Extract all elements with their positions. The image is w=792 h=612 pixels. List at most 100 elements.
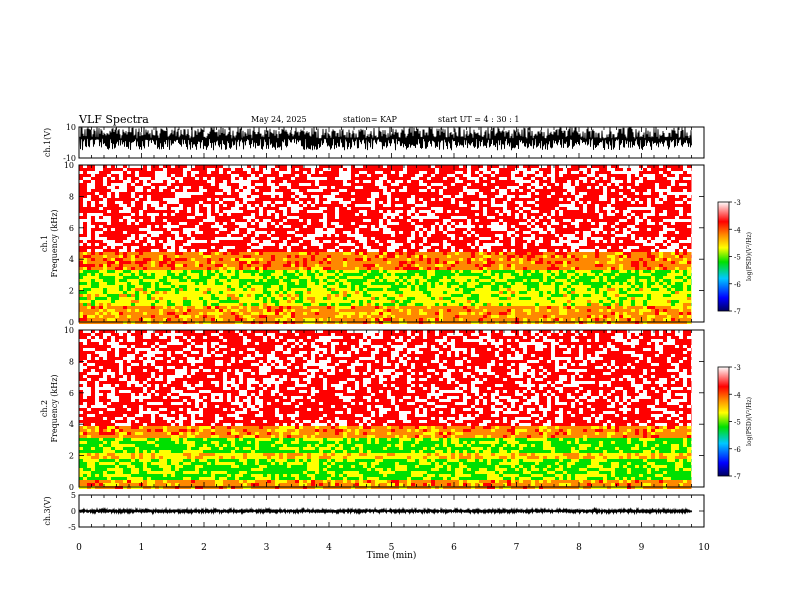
spectrogram-cell xyxy=(471,237,475,240)
spectrogram-cell xyxy=(271,177,275,180)
spectrogram-cell xyxy=(423,246,427,249)
spectrogram-cell xyxy=(247,180,251,183)
spectrogram-cell xyxy=(603,249,607,252)
spectrogram-cell xyxy=(595,177,599,180)
spectrogram-cell xyxy=(407,195,411,198)
spectrogram-cell xyxy=(223,168,227,171)
spectrogram-cell xyxy=(99,246,103,249)
spectrogram-cell xyxy=(447,204,451,207)
spectrogram-cell xyxy=(599,204,603,207)
spectrogram-cell xyxy=(183,219,187,222)
spectrogram-cell xyxy=(563,192,567,195)
spectrogram-cell xyxy=(111,249,115,252)
spectrogram-cell xyxy=(415,243,419,246)
spectrogram-cell xyxy=(131,222,135,225)
spectrogram-cell xyxy=(499,210,503,213)
spectrogram-cell xyxy=(87,171,91,174)
spectrogram-cell xyxy=(315,195,319,198)
spectrogram-cell xyxy=(159,210,163,213)
spectrogram-cell xyxy=(79,174,83,177)
spectrogram-cell xyxy=(203,234,207,237)
spectrogram-cell xyxy=(255,183,259,186)
spectrogram-cell xyxy=(239,201,243,204)
spectrogram-cell xyxy=(275,219,279,222)
spectrogram-cell xyxy=(659,243,663,246)
spectrogram-cell xyxy=(435,210,439,213)
spectrogram-cell xyxy=(107,189,111,192)
spectrogram-cell xyxy=(159,216,163,219)
spectrogram-cell xyxy=(291,231,295,234)
spectrogram-cell xyxy=(691,222,692,225)
spectrogram-cell xyxy=(679,210,683,213)
spectrogram-cell xyxy=(271,213,275,216)
spectrogram-cell xyxy=(467,180,471,183)
spectrogram-cell xyxy=(211,243,215,246)
spectrogram-cell xyxy=(115,189,119,192)
spectrogram-cell xyxy=(219,177,223,180)
spectrogram-cell xyxy=(431,186,435,189)
spectrogram-cell xyxy=(103,222,107,225)
spectrogram-cell xyxy=(435,228,439,231)
spectrogram-cell xyxy=(163,165,167,168)
spectrogram-cell xyxy=(363,255,367,258)
spectrogram-cell xyxy=(503,168,507,171)
spectrogram-cell xyxy=(411,192,415,195)
spectrogram-cell xyxy=(295,177,299,180)
spectrogram-cell xyxy=(239,165,243,168)
spectrogram-cell xyxy=(423,252,427,255)
spectrogram-cell xyxy=(155,204,159,207)
spectrogram-cell xyxy=(163,243,167,246)
spectrogram-cell xyxy=(507,249,511,252)
spectrogram-cell xyxy=(583,255,587,258)
spectrogram-cell xyxy=(679,168,683,171)
spectrogram-cell xyxy=(147,174,151,177)
spectrogram-cell xyxy=(535,201,539,204)
spectrogram-cell xyxy=(223,228,227,231)
spectrogram-cell xyxy=(615,174,619,177)
spectrogram-cell xyxy=(287,207,291,210)
spectrogram-cell xyxy=(215,186,219,189)
spectrogram-cell xyxy=(571,225,575,228)
spectrogram-cell xyxy=(359,198,363,201)
spectrogram-cell xyxy=(215,171,219,174)
spectrogram-cell xyxy=(635,165,639,168)
spectrogram-cell xyxy=(439,186,443,189)
spectrogram-cell xyxy=(299,195,303,198)
spectrogram-cell xyxy=(391,210,395,213)
spectrogram-cell xyxy=(439,246,443,249)
spectrogram-cell xyxy=(247,171,251,174)
spectrogram-cell xyxy=(279,165,283,168)
spectrogram-cell xyxy=(175,216,179,219)
spectrogram-cell xyxy=(295,237,299,240)
spectrogram-cell xyxy=(307,189,311,192)
spectrogram-cell xyxy=(199,207,203,210)
spectrogram-cell xyxy=(691,213,692,216)
spectrogram-cell xyxy=(479,246,483,249)
spectrogram-cell xyxy=(407,201,411,204)
spectrogram-cell xyxy=(619,180,623,183)
spectrogram-cell xyxy=(371,168,375,171)
spectrogram-cell xyxy=(235,198,239,201)
spectrogram-cell xyxy=(291,177,295,180)
spectrogram-cell xyxy=(255,192,259,195)
spectrogram-cell xyxy=(187,225,191,228)
spectrogram-cell xyxy=(335,195,339,198)
spectrogram-cell xyxy=(571,195,575,198)
spectrogram-cell xyxy=(259,195,263,198)
spectrogram-cell xyxy=(683,213,687,216)
spectrogram-cell xyxy=(511,210,515,213)
spectrogram-cell xyxy=(163,195,167,198)
spectrogram-cell xyxy=(651,240,655,243)
spectrogram-cell xyxy=(571,216,575,219)
spectrogram-cell xyxy=(407,255,411,258)
spectrogram-cell xyxy=(487,213,491,216)
spectrogram-cell xyxy=(687,189,691,192)
spectrogram-cell xyxy=(123,240,127,243)
spectrogram-cell xyxy=(251,243,255,246)
spectrogram-cell xyxy=(243,228,247,231)
spectrogram-cell xyxy=(651,246,655,249)
spectrogram-cell xyxy=(175,174,179,177)
spectrogram-cell xyxy=(247,219,251,222)
spectrogram-cell xyxy=(391,183,395,186)
spectrogram-cell xyxy=(259,204,263,207)
